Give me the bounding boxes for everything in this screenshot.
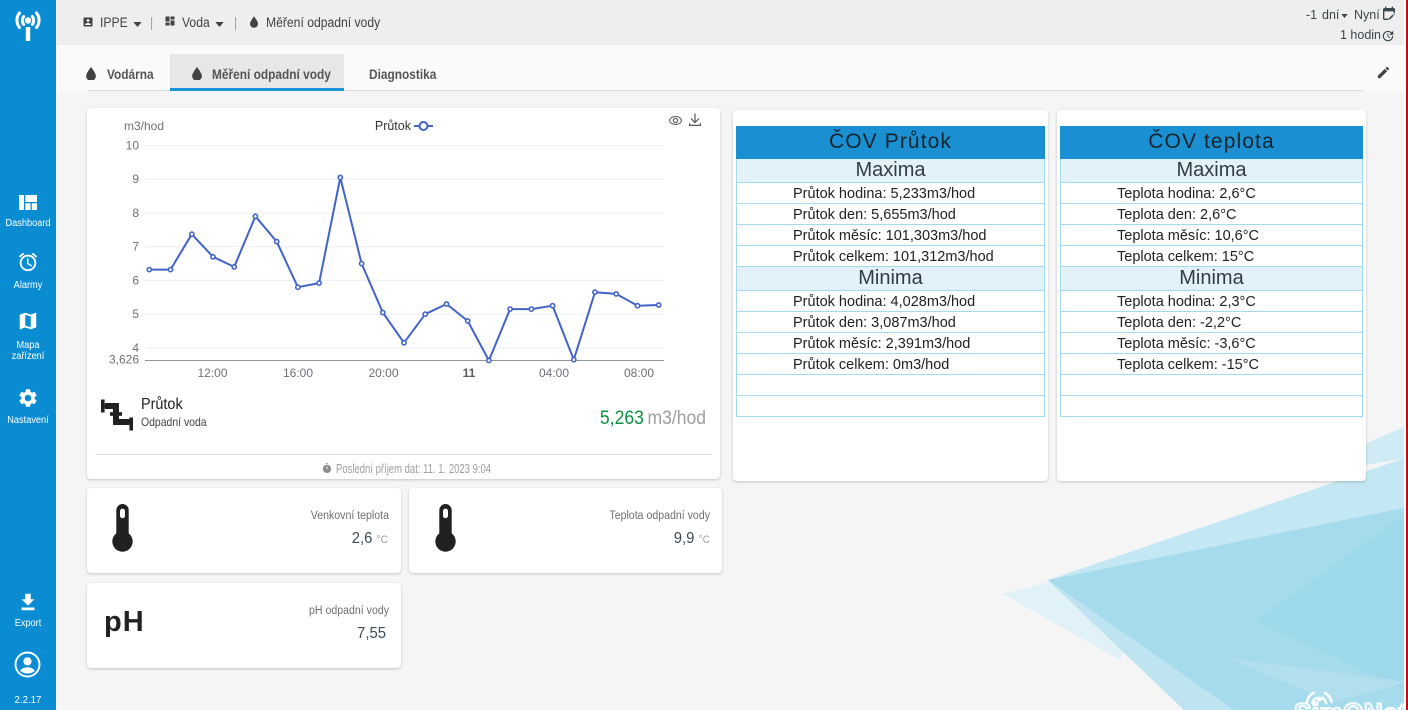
svg-text:20:00: 20:00 — [368, 366, 398, 380]
svg-text:04:00: 04:00 — [539, 366, 569, 380]
svg-text:4: 4 — [132, 341, 139, 355]
svg-text:11: 11 — [463, 366, 476, 380]
svg-text:8: 8 — [132, 206, 139, 220]
svg-text:10: 10 — [126, 139, 140, 153]
svg-text:16:00: 16:00 — [283, 366, 313, 380]
svg-text:9: 9 — [132, 172, 139, 186]
svg-text:12:00: 12:00 — [197, 366, 227, 380]
svg-text:08:00: 08:00 — [624, 366, 654, 380]
svg-text:5: 5 — [132, 307, 139, 321]
svg-text:3,626: 3,626 — [109, 353, 139, 367]
svg-text:7: 7 — [132, 240, 139, 254]
svg-text:SimONet: SimONet — [1294, 698, 1407, 710]
svg-text:6: 6 — [132, 273, 139, 287]
